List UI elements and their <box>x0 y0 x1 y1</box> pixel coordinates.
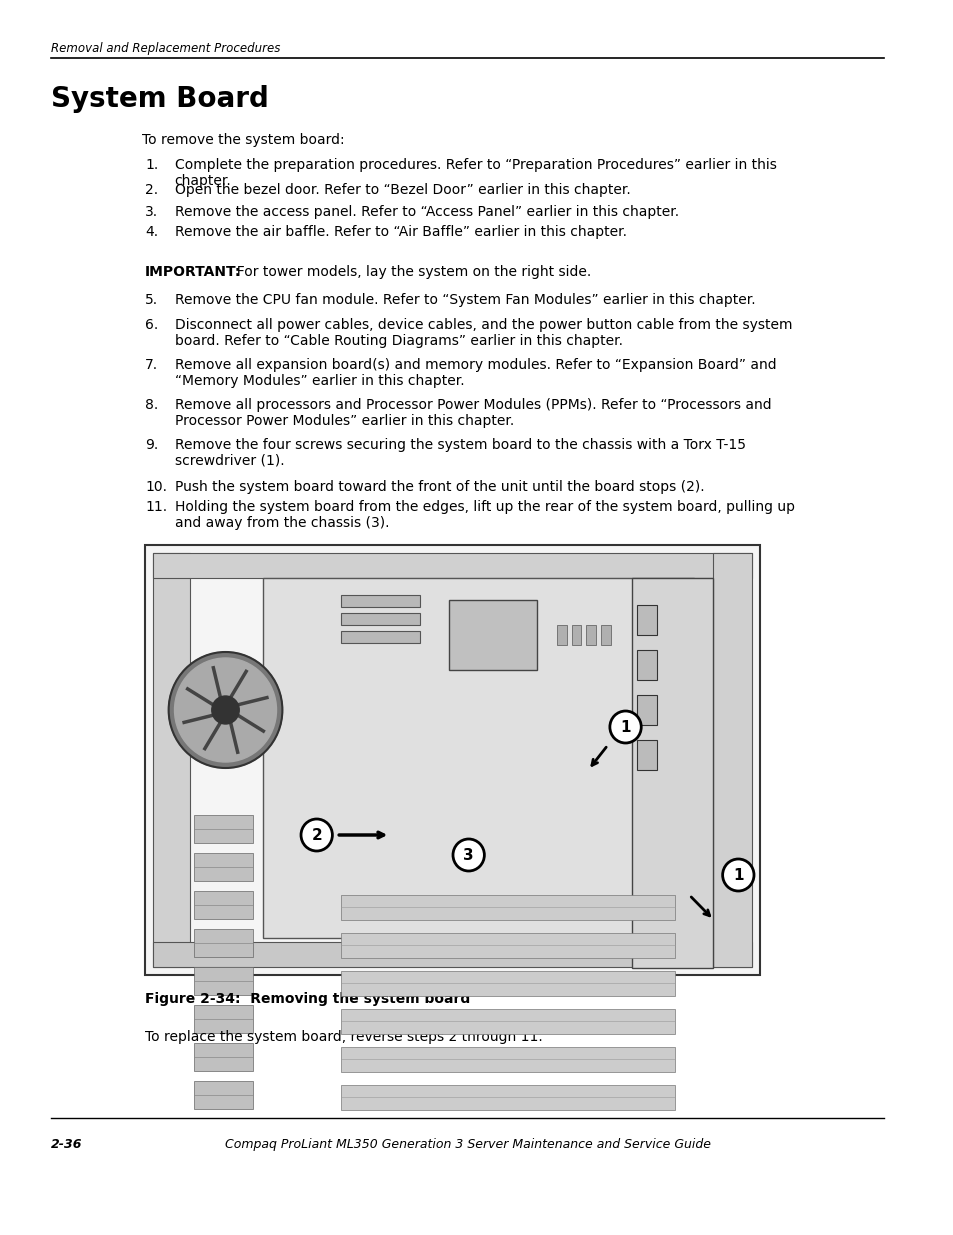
Text: “Memory Modules” earlier in this chapter.: “Memory Modules” earlier in this chapter… <box>174 374 464 388</box>
Circle shape <box>212 697 239 724</box>
Text: Compaq ProLiant ML350 Generation 3 Server Maintenance and Service Guide: Compaq ProLiant ML350 Generation 3 Serve… <box>225 1137 710 1151</box>
Bar <box>600 625 610 645</box>
Bar <box>194 1081 253 1109</box>
Bar <box>571 625 580 645</box>
Bar <box>341 971 674 995</box>
Bar <box>194 967 253 995</box>
Circle shape <box>453 839 484 871</box>
Bar <box>712 553 751 967</box>
Circle shape <box>609 711 640 743</box>
Text: 5.: 5. <box>145 293 158 308</box>
Text: 8.: 8. <box>145 398 158 412</box>
Text: 11.: 11. <box>145 500 167 514</box>
Bar <box>194 929 253 957</box>
Text: To replace the system board, reverse steps 2 through 11.: To replace the system board, reverse ste… <box>145 1030 542 1044</box>
Text: 1: 1 <box>732 867 742 883</box>
Text: 9.: 9. <box>145 438 158 452</box>
Bar <box>341 932 674 958</box>
Bar <box>637 650 657 680</box>
Bar <box>637 695 657 725</box>
Text: To remove the system board:: To remove the system board: <box>142 133 344 147</box>
Bar <box>341 1047 674 1072</box>
Text: Remove the four screws securing the system board to the chassis with a Torx T-15: Remove the four screws securing the syst… <box>174 438 744 452</box>
Text: 2-36: 2-36 <box>51 1137 82 1151</box>
Text: 3: 3 <box>463 847 474 862</box>
Text: Figure 2-34:  Removing the system board: Figure 2-34: Removing the system board <box>145 992 470 1007</box>
Text: 7.: 7. <box>145 358 158 372</box>
Text: IMPORTANT:: IMPORTANT: <box>145 266 241 279</box>
Bar <box>341 895 674 920</box>
Text: System Board: System Board <box>51 85 269 112</box>
Circle shape <box>301 819 332 851</box>
Text: Push the system board toward the front of the unit until the board stops (2).: Push the system board toward the front o… <box>174 480 703 494</box>
Text: screwdriver (1).: screwdriver (1). <box>174 454 284 468</box>
Text: For tower models, lay the system on the right side.: For tower models, lay the system on the … <box>228 266 591 279</box>
Text: 10.: 10. <box>145 480 167 494</box>
Bar <box>145 545 760 974</box>
Text: Remove all expansion board(s) and memory modules. Refer to “Expansion Board” and: Remove all expansion board(s) and memory… <box>174 358 776 372</box>
Circle shape <box>721 860 753 890</box>
Bar <box>152 942 751 967</box>
Text: 2: 2 <box>311 827 322 842</box>
Text: 1: 1 <box>619 720 630 735</box>
Bar <box>194 1044 253 1071</box>
Circle shape <box>169 652 282 768</box>
Text: Disconnect all power cables, device cables, and the power button cable from the : Disconnect all power cables, device cabl… <box>174 317 791 332</box>
Bar <box>152 553 190 967</box>
Bar <box>632 578 712 968</box>
Bar <box>449 600 537 671</box>
Text: 1.: 1. <box>145 158 158 172</box>
Text: Remove all processors and Processor Power Modules (PPMs). Refer to “Processors a: Remove all processors and Processor Powe… <box>174 398 770 412</box>
Bar <box>194 853 253 881</box>
Text: Holding the system board from the edges, lift up the rear of the system board, p: Holding the system board from the edges,… <box>174 500 794 514</box>
Bar <box>341 1009 674 1034</box>
Bar <box>637 740 657 769</box>
Text: Remove the air baffle. Refer to “Air Baffle” earlier in this chapter.: Remove the air baffle. Refer to “Air Baf… <box>174 225 626 240</box>
Bar <box>194 890 253 919</box>
Bar <box>152 553 751 578</box>
Text: Remove the access panel. Refer to “Access Panel” earlier in this chapter.: Remove the access panel. Refer to “Acces… <box>174 205 678 219</box>
Bar <box>586 625 596 645</box>
Text: and away from the chassis (3).: and away from the chassis (3). <box>174 516 389 530</box>
Circle shape <box>174 658 276 762</box>
Bar <box>194 815 253 844</box>
Text: 3.: 3. <box>145 205 158 219</box>
Bar <box>341 613 419 625</box>
Bar <box>557 625 566 645</box>
Bar <box>637 605 657 635</box>
Bar <box>262 578 694 939</box>
Text: Processor Power Modules” earlier in this chapter.: Processor Power Modules” earlier in this… <box>174 414 514 429</box>
Text: 2.: 2. <box>145 183 158 198</box>
Text: Open the bezel door. Refer to “Bezel Door” earlier in this chapter.: Open the bezel door. Refer to “Bezel Doo… <box>174 183 630 198</box>
Bar <box>341 631 419 643</box>
Text: board. Refer to “Cable Routing Diagrams” earlier in this chapter.: board. Refer to “Cable Routing Diagrams”… <box>174 333 622 348</box>
Text: 4.: 4. <box>145 225 158 240</box>
Text: 6.: 6. <box>145 317 158 332</box>
Bar <box>341 1086 674 1110</box>
Text: Removal and Replacement Procedures: Removal and Replacement Procedures <box>51 42 280 56</box>
Text: Remove the CPU fan module. Refer to “System Fan Modules” earlier in this chapter: Remove the CPU fan module. Refer to “Sys… <box>174 293 755 308</box>
Bar <box>341 595 419 606</box>
Bar <box>194 1005 253 1032</box>
Text: Complete the preparation procedures. Refer to “Preparation Procedures” earlier i: Complete the preparation procedures. Ref… <box>174 158 776 172</box>
Text: chapter.: chapter. <box>174 174 231 188</box>
